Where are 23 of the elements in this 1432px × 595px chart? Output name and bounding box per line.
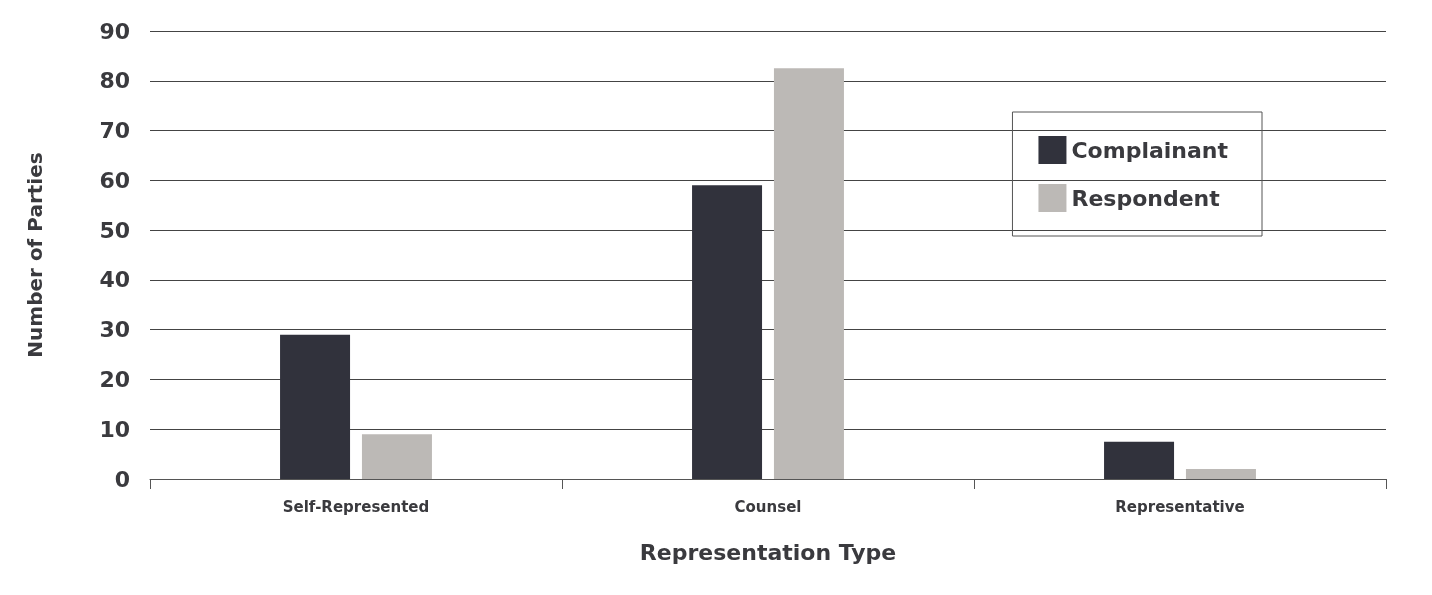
y-tick-label: 80 (99, 68, 130, 94)
y-tick-label: 60 (99, 167, 130, 193)
x-tick-label: Representative (1115, 497, 1245, 516)
x-tick-label: Counsel (734, 497, 802, 516)
bar (773, 68, 844, 479)
x-tick-label: Self-Represented (282, 497, 430, 516)
y-tick-label: 50 (99, 217, 130, 243)
y-axis-title: Number of Parties (23, 152, 47, 358)
y-tick-label: 30 (99, 317, 130, 343)
y-tick-label: 90 (99, 18, 130, 44)
y-tick-label: 20 (99, 366, 130, 392)
bar (361, 434, 432, 479)
bar (1104, 441, 1175, 479)
legend-label: Respondent (1071, 185, 1221, 211)
y-tick-label: 70 (99, 118, 130, 144)
x-axis-title: Representation Type (639, 539, 897, 565)
y-tick-label: 10 (99, 416, 130, 442)
y-tick-label: 40 (99, 267, 130, 293)
y-tick-label: 0 (114, 466, 130, 492)
bar (280, 334, 351, 479)
bar (692, 185, 763, 479)
legend-label: Complainant (1071, 137, 1229, 163)
bar (1185, 469, 1256, 479)
